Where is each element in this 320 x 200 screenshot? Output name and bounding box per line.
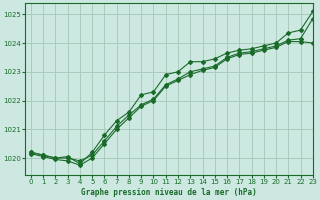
X-axis label: Graphe pression niveau de la mer (hPa): Graphe pression niveau de la mer (hPa) (81, 188, 257, 197)
